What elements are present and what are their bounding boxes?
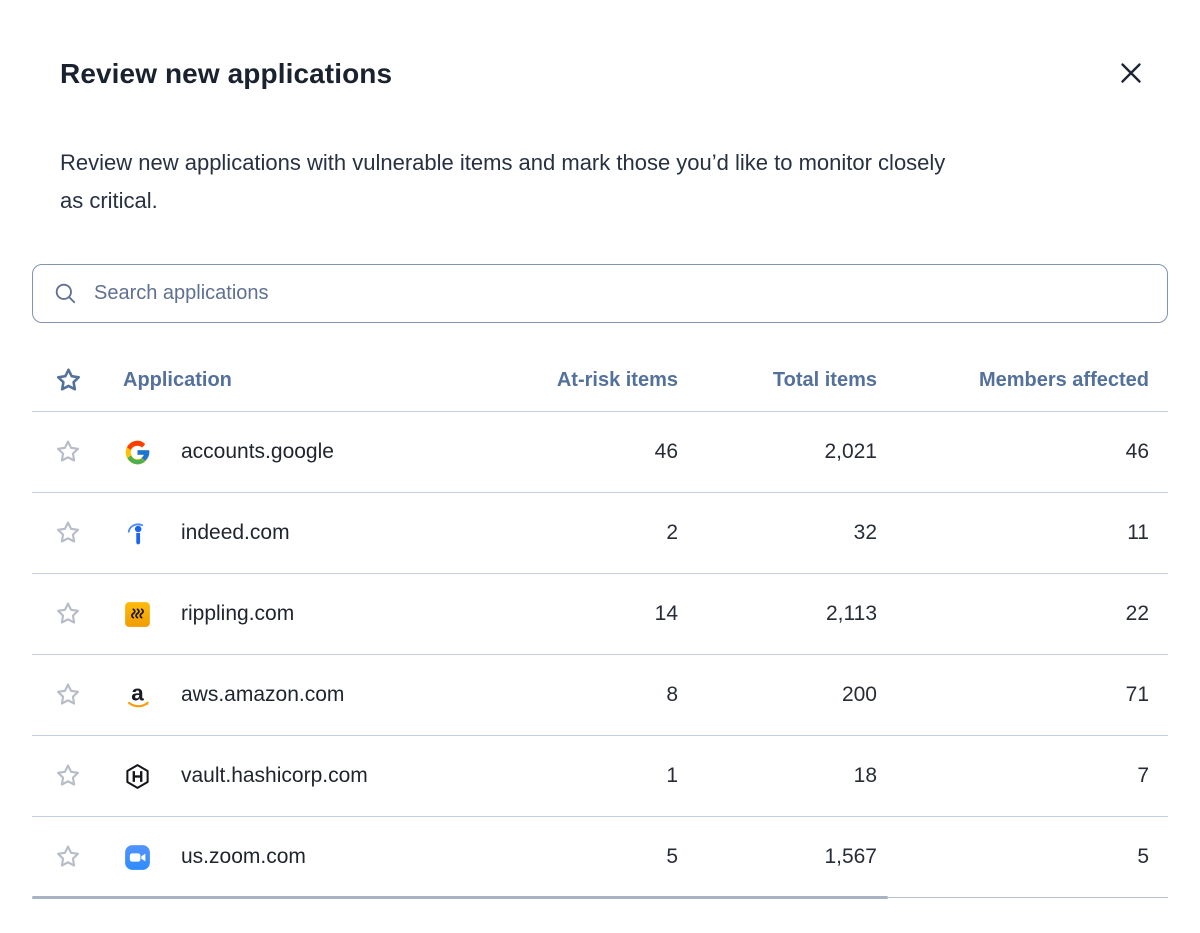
rippling-logo-icon [124,601,151,628]
modal-description: Review new applications with vulnerable … [60,144,1140,220]
close-icon [1121,63,1141,83]
application-cell: rippling.com [104,601,446,628]
star-icon [57,521,79,543]
table-row: accounts.google 46 2,021 46 [32,411,1168,492]
at-risk-items-value: 1 [666,764,678,787]
search-input[interactable] [92,281,1167,306]
modal-title: Review new applications [60,58,393,89]
application-cell: vault.hashicorp.com [104,763,446,790]
application-cell: a aws.amazon.com [104,682,446,709]
indeed-logo-icon [124,520,151,547]
modal-description-line1: Review new applications with vulnerable … [60,150,946,175]
horizontal-scrollbar-thumb[interactable] [32,896,888,899]
application-name: indeed.com [181,521,290,544]
total-items-value: 18 [853,764,877,787]
header-at-risk-items[interactable]: At-risk items [556,368,678,391]
svg-text:a: a [131,682,144,706]
members-affected-value: 71 [1125,683,1149,706]
header-application[interactable]: Application [123,368,232,391]
application-cell: us.zoom.com [104,844,446,871]
total-items-value: 200 [841,683,877,706]
total-items-value: 32 [853,521,877,544]
star-icon [56,367,80,391]
members-affected-value: 46 [1125,440,1149,463]
star-toggle[interactable] [53,761,83,791]
modal-header: Review new applications [0,0,1200,92]
application-name: rippling.com [181,602,295,625]
at-risk-items-value: 8 [666,683,678,706]
star-toggle[interactable] [53,518,83,548]
table-header-row: Application At-risk items Total items Me… [32,349,1168,411]
close-button[interactable] [1114,56,1148,90]
header-total-items[interactable]: Total items [772,368,877,391]
star-icon [57,683,79,705]
total-items-value: 1,567 [824,845,877,868]
total-items-value: 2,021 [824,440,877,463]
members-affected-value: 22 [1125,602,1149,625]
at-risk-items-value: 2 [666,521,678,544]
at-risk-items-value: 14 [654,602,678,625]
hashicorp-logo-icon [124,763,151,790]
search-icon [55,283,76,303]
star-icon [57,602,79,624]
table-body: accounts.google 46 2,021 46 indeed.com 2… [32,411,1168,897]
table-row: us.zoom.com 5 1,567 5 [32,816,1168,897]
application-name: us.zoom.com [181,845,306,868]
members-affected-value: 11 [1127,521,1149,544]
star-toggle[interactable] [53,599,83,629]
at-risk-items-value: 46 [654,440,678,463]
at-risk-items-value: 5 [666,845,678,868]
application-name: vault.hashicorp.com [181,764,368,787]
star-toggle[interactable] [53,437,83,467]
application-name: accounts.google [181,440,334,463]
header-star-toggle[interactable] [53,365,84,396]
amazon-logo-icon: a [124,682,151,709]
table-row: indeed.com 2 32 11 [32,492,1168,573]
table-row: vault.hashicorp.com 1 18 7 [32,735,1168,816]
star-toggle[interactable] [53,842,83,872]
google-logo-icon [124,439,151,466]
application-cell: indeed.com [104,520,446,547]
star-icon [57,440,79,462]
applications-table: Application At-risk items Total items Me… [32,349,1168,898]
application-cell: accounts.google [104,439,446,466]
table-row: a aws.amazon.com 8 200 71 [32,654,1168,735]
star-icon [57,845,79,867]
search-box [32,264,1168,323]
zoom-logo-icon [124,844,151,871]
star-icon [57,764,79,786]
star-toggle[interactable] [53,680,83,710]
header-members-affected[interactable]: Members affected [978,368,1149,391]
members-affected-value: 5 [1137,845,1149,868]
modal-description-line2: as critical. [60,188,158,213]
table-row: rippling.com 14 2,113 22 [32,573,1168,654]
application-name: aws.amazon.com [181,683,345,706]
members-affected-value: 7 [1137,764,1149,787]
total-items-value: 2,113 [826,602,877,625]
